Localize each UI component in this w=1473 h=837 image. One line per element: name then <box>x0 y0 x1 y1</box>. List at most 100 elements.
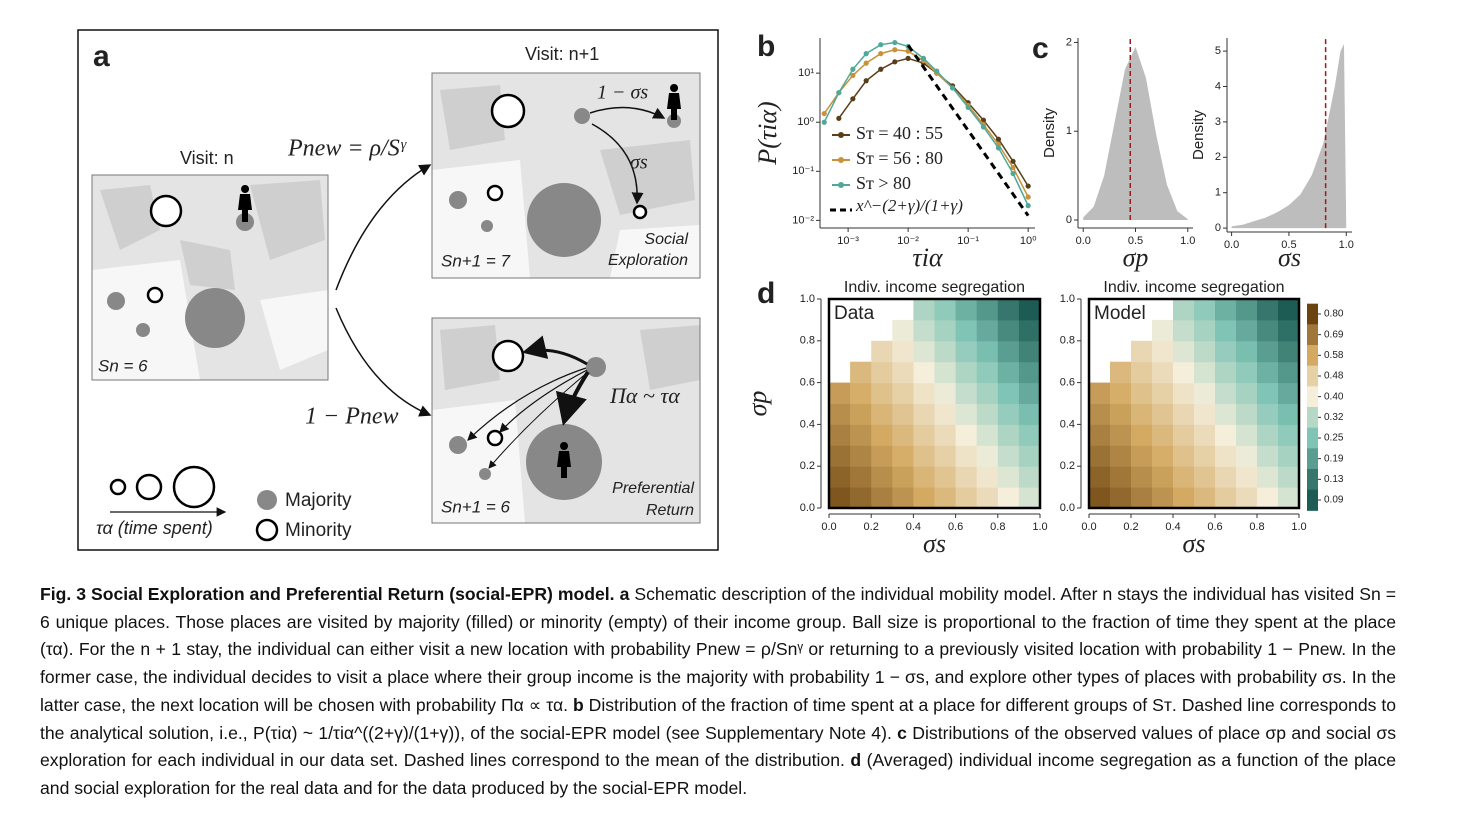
colorbar-label: 0.48 <box>1324 371 1344 382</box>
x-tick-label: 0.2 <box>864 521 879 533</box>
size-legend <box>109 478 127 496</box>
legend-label: Sᴛ = 40 : 55 <box>856 123 943 143</box>
map-bottom <box>431 317 701 524</box>
heat-cell <box>1173 319 1195 342</box>
heat-cell <box>955 299 978 321</box>
label: Visit: n <box>180 148 234 168</box>
formula: Pnew = ρ/Sᵞ <box>287 136 407 162</box>
heat-cell <box>934 424 957 446</box>
heat-cell <box>1257 487 1279 509</box>
heat-cell <box>1110 487 1132 509</box>
heat-cell <box>1018 445 1041 467</box>
heat-cell <box>997 466 1020 488</box>
heat-cell <box>1152 487 1174 509</box>
y-tick-label: 2 <box>1066 36 1072 48</box>
panel-frame <box>77 29 719 551</box>
majority-place <box>481 220 493 232</box>
heat-cell <box>1257 299 1279 321</box>
heat-cell <box>850 445 872 467</box>
heat-cell <box>1278 299 1300 321</box>
heat-cell <box>892 361 914 384</box>
heat-cell <box>1110 361 1132 384</box>
y-tick-label: 10⁰ <box>797 116 814 128</box>
point <box>934 68 940 74</box>
heat-cell <box>829 424 851 446</box>
inset-label: Data <box>834 303 875 324</box>
panel-label: b <box>757 30 775 63</box>
y-tick-label: 1.0 <box>1060 293 1075 305</box>
legend-point <box>838 157 844 163</box>
heat-cell <box>1131 403 1153 425</box>
heat-cell <box>1194 299 1216 321</box>
heat-cell <box>1257 403 1279 425</box>
heat-cell <box>1089 403 1111 425</box>
colorbar-band <box>1307 386 1318 408</box>
heat-cell <box>1236 340 1258 363</box>
heat-cell <box>976 424 999 446</box>
heat-cell <box>976 361 999 384</box>
label: Exploration <box>608 252 688 269</box>
minority-place <box>632 204 648 220</box>
arrow <box>499 369 588 433</box>
heat-cell <box>997 299 1020 321</box>
legend-minority <box>255 518 279 542</box>
heat-cell <box>997 340 1020 363</box>
heat-cell <box>850 382 872 404</box>
heat-cell <box>976 466 999 488</box>
y-tick-label: 4 <box>1215 80 1221 92</box>
point <box>1025 194 1031 200</box>
heat-cell <box>1089 382 1111 404</box>
minority-place <box>490 93 526 129</box>
heat-cell <box>1257 361 1279 384</box>
x-axis-label: σp <box>1123 243 1149 272</box>
heat-cell <box>1131 340 1153 363</box>
point <box>863 78 869 84</box>
arrow <box>591 123 644 205</box>
x-tick-label: 0.0 <box>1081 521 1096 533</box>
colorbar-label: 0.40 <box>1324 391 1344 402</box>
heat-cell <box>1257 340 1279 363</box>
chart-title: Indiv. income segregation <box>1103 279 1284 296</box>
heat-cell <box>829 403 851 425</box>
heat-cell <box>1278 382 1300 404</box>
heat-cell <box>1173 299 1195 321</box>
colorbar-band <box>1307 448 1318 470</box>
x-tick-label: 10⁻³ <box>837 235 859 247</box>
colorbar-label: 0.58 <box>1324 350 1344 361</box>
heat-cell <box>871 445 893 467</box>
heat-cell <box>871 424 893 446</box>
heat-cell <box>1110 403 1132 425</box>
y-tick-label: 0.8 <box>1060 335 1075 347</box>
legend-label: Majority <box>285 490 352 511</box>
heat-cell <box>1278 403 1300 425</box>
person-icon <box>238 185 252 222</box>
heat-cell <box>1131 382 1153 404</box>
majority-place <box>574 108 590 124</box>
series-line <box>838 57 1029 187</box>
heat-cell <box>1173 403 1195 425</box>
y-tick-label: 1 <box>1066 125 1072 137</box>
point <box>905 48 911 54</box>
x-tick-label: 0.0 <box>1224 239 1239 251</box>
majority-place <box>479 468 491 480</box>
heat-cell <box>1236 424 1258 446</box>
heat-cell <box>1173 361 1195 384</box>
heat-cell <box>850 403 872 425</box>
heat-cell <box>913 466 935 488</box>
heat-cell <box>850 424 872 446</box>
heat-cell <box>1194 361 1216 384</box>
colorbar-band <box>1307 469 1318 491</box>
y-tick-label: 5 <box>1215 45 1221 57</box>
heat-cell <box>1018 361 1041 384</box>
heat-cell <box>1152 445 1174 467</box>
heat-cell <box>1018 403 1041 425</box>
heat-cell <box>892 403 914 425</box>
y-tick-label: 10⁻² <box>792 214 814 226</box>
heat-cell <box>1215 319 1237 342</box>
map-left <box>91 174 329 381</box>
caption-text: Distribution of the fraction of time spe… <box>40 694 1396 743</box>
arrow <box>335 164 432 291</box>
point <box>1025 203 1031 209</box>
formula: Πα ~ τα <box>609 383 680 408</box>
heat-cell <box>976 319 999 342</box>
